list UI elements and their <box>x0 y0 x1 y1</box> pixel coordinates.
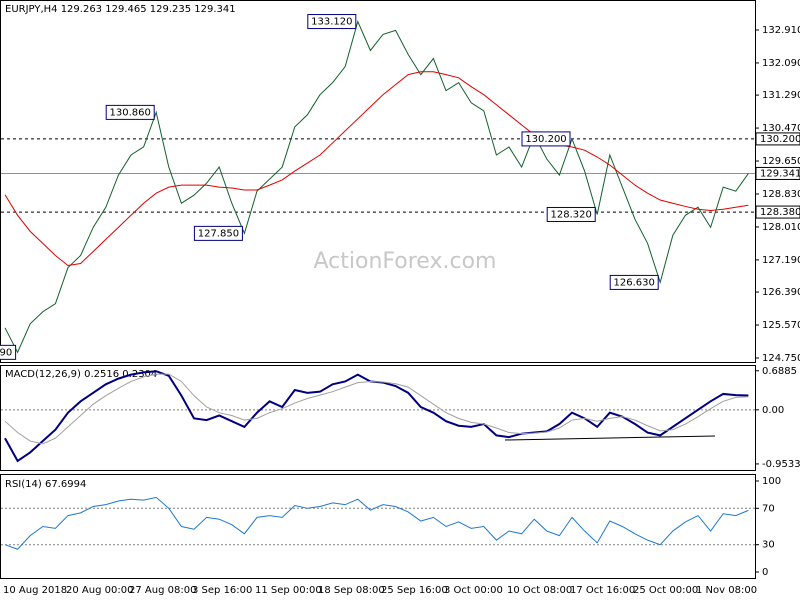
macd-panel <box>0 365 756 471</box>
price-label-box <box>755 132 800 146</box>
y-tick-label: 0.6885 <box>762 366 797 377</box>
price-label: 130.200 <box>760 134 800 145</box>
y-tick-label: 132.090 <box>762 58 800 69</box>
y-tick-label: 30 <box>762 540 775 551</box>
annotation-label: 127.850 <box>198 228 239 239</box>
series-line <box>4 20 749 354</box>
annotation-box <box>105 104 155 120</box>
x-tick-label: 17 Oct 16:00 <box>570 585 635 596</box>
rsi-panel <box>0 474 756 579</box>
panel-title: MACD(12,26,9) 0.2516 0.2304 <box>5 369 157 380</box>
x-tick-label: 25 Oct 00:00 <box>633 585 698 596</box>
price-label: 129.341 <box>760 168 800 179</box>
price-panel <box>0 0 756 363</box>
annotation-box <box>0 344 17 360</box>
x-tick-label: 10 Oct 08:00 <box>507 585 572 596</box>
watermark: ActionForex.com <box>314 249 497 274</box>
x-tick-label: 10 Aug 2018 <box>3 585 67 596</box>
y-tick-label: 125.570 <box>762 320 800 331</box>
y-tick-label: 131.290 <box>762 90 800 101</box>
y-tick-label: 130.470 <box>762 123 800 134</box>
x-tick-label: 25 Sep 16:00 <box>381 585 448 596</box>
y-tick-label: 0.00 <box>762 405 784 416</box>
y-tick-label: 132.910 <box>762 25 800 36</box>
annotation-label: 130.200 <box>525 134 566 145</box>
trend-line <box>504 435 716 441</box>
y-tick-label: 124.750 <box>762 353 800 364</box>
x-tick-label: 3 Sep 16:00 <box>192 585 252 596</box>
annotation-box <box>521 131 571 147</box>
series-line <box>4 496 749 550</box>
price-label: 128.380 <box>760 207 800 218</box>
y-tick-label: 70 <box>762 503 775 514</box>
x-tick-label: 18 Sep 08:00 <box>318 585 385 596</box>
annotation-label: 130.860 <box>110 107 151 118</box>
annotation-box <box>546 206 596 222</box>
annotation-label: 128.320 <box>551 209 592 220</box>
annotation-box <box>193 225 243 241</box>
price-label-box <box>755 205 800 219</box>
x-tick-label: 20 Aug 00:00 <box>66 585 133 596</box>
y-tick-label: -0.9533 <box>762 459 800 470</box>
x-tick-label: 3 Oct 00:00 <box>444 585 503 596</box>
y-tick-label: 128.010 <box>762 222 800 233</box>
annotation-label: 126.630 <box>614 277 655 288</box>
y-tick-label: 129.650 <box>762 156 800 167</box>
x-tick-label: 27 Aug 08:00 <box>129 585 196 596</box>
y-tick-label: 128.830 <box>762 189 800 200</box>
x-tick-label: 1 Nov 08:00 <box>696 585 757 596</box>
annotation-label: 124.890 <box>0 347 12 358</box>
y-tick-label: 100 <box>762 476 781 487</box>
annotation-box <box>609 274 659 290</box>
panel-title: RSI(14) 67.6994 <box>5 479 86 490</box>
y-tick-label: 126.390 <box>762 287 800 298</box>
annotation-label: 133.120 <box>311 17 352 28</box>
annotation-box <box>307 14 357 30</box>
panel-title: EURJPY,H4 129.263 129.465 129.235 129.34… <box>5 4 236 15</box>
y-tick-label: 127.190 <box>762 255 800 266</box>
series-line <box>4 373 749 445</box>
y-tick-label: 0 <box>762 567 768 578</box>
series-line <box>4 71 749 267</box>
x-tick-label: 11 Sep 00:00 <box>255 585 322 596</box>
price-label-box <box>755 166 800 180</box>
